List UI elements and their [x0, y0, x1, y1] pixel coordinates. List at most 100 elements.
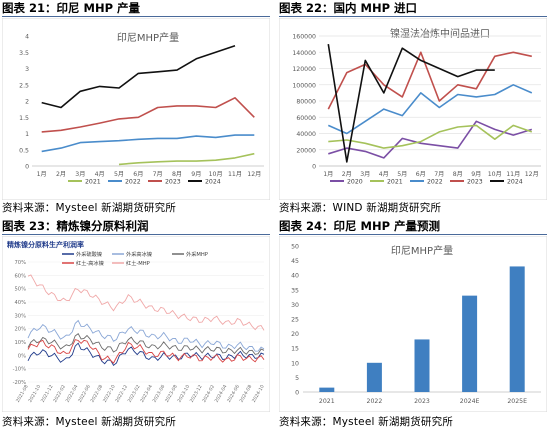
chart-mhp-forecast: 印尼MHP产量 0 5 10 15 20 25 30 35 40 45 50 2021 2022 2023 2… [279, 236, 547, 412]
chart-frame [279, 18, 547, 200]
x-tick-label: 6月 [416, 171, 426, 178]
y-tick-label: 15 [291, 346, 299, 353]
bar-2025E [509, 266, 525, 392]
x-tick-label: 2025E [507, 398, 527, 405]
y-tick-label: 0 [25, 164, 29, 171]
y-tick-label: 60000 [296, 115, 316, 122]
x-tick-label: 1月 [37, 171, 47, 178]
series-line-外采硫酸镍 [27, 342, 265, 366]
legend-label: 2022 [125, 179, 141, 186]
x-tick-label: 2月 [56, 171, 66, 178]
panel-mhp-output-indonesia: 图表 21：印尼 MHP 产量 印尼MHP产量 0 0.5 1 1.5 2 2.5 3 3.5 4… [2, 0, 270, 218]
legend-label: 2024 [507, 179, 523, 186]
panel-title: 图表 22：国内 MHP 进口 [279, 0, 547, 17]
bar-2024E [462, 295, 478, 392]
legend-label: 2020 [347, 179, 363, 186]
y-tick-label: -10% [13, 367, 26, 373]
panel-mhp-imports-china: 图表 22：国内 MHP 进口 镍湿法冶炼中间品进口 0 20000 40000 600… [279, 0, 547, 218]
y-tick-label: 20% [14, 327, 26, 333]
x-tick-label: 4月 [95, 171, 105, 178]
legend-label: 外采高冰镍 [126, 250, 152, 258]
x-tick-label: 5月 [114, 171, 124, 178]
chart-title: 精炼镍分原料生产利润率 [7, 240, 84, 249]
chart-mhp-output: 印尼MHP产量 0 0.5 1 1.5 2 2.5 3 3.5 4 1月 2月 3月 4月 5月 6月 7月 8月… [2, 18, 270, 200]
legend-label: 2024 [205, 179, 221, 186]
legend-label: 2021 [85, 179, 101, 186]
x-tick-label: 4月 [379, 171, 389, 178]
x-tick-label: 2021 [319, 398, 335, 405]
series-line-2024 [41, 45, 236, 109]
chart-title: 印尼MHP产量 [391, 244, 453, 257]
y-tick-label: 20000 [296, 147, 316, 154]
y-tick-label: 2.5 [19, 82, 29, 89]
y-tick-label: 100000 [292, 82, 316, 89]
legend-label: 外采硫酸镍 [76, 250, 102, 258]
y-tick-label: 120000 [292, 66, 316, 73]
x-tick-label: 5月 [397, 171, 407, 178]
panel-refined-nickel-profit: 图表 23：精炼镍分原料利润 精炼镍分原料生产利润率 -20% -10% 0% 10% 2… [2, 218, 270, 433]
y-tick-label: 30% [14, 313, 26, 319]
x-tick-label: 2023 [414, 398, 430, 405]
legend-label: 2021 [387, 179, 403, 186]
legend-label: 外采MHP [186, 250, 208, 258]
legend-label: 2023 [165, 179, 181, 186]
chart-title: 镍湿法冶炼中间品进口 [390, 27, 490, 40]
y-tick-label: 50% [14, 287, 26, 293]
x-tick-label: 7月 [434, 171, 444, 178]
x-tick-label: 8月 [453, 171, 463, 178]
x-tick-label: 12月 [525, 171, 539, 178]
x-tick-label: 9月 [191, 171, 201, 178]
y-tick-label: 10 [291, 360, 299, 367]
source-note: 资料来源：WIND 新湖期货研究所 [279, 202, 442, 214]
y-tick-label: 1 [25, 131, 29, 138]
series-line-外采高冰镍 [27, 319, 265, 352]
series-line-2023 [327, 51, 532, 110]
x-tick-label: 3月 [360, 171, 370, 178]
source-note: 资料来源：Mysteel 新湖期货研究所 [2, 202, 177, 214]
y-tick-label: 3.5 [19, 50, 29, 57]
series-line-2020 [328, 120, 533, 159]
series-line-2021 [328, 124, 533, 149]
y-tick-label: -20% [13, 380, 26, 386]
x-tick-label: 8月 [172, 171, 182, 178]
y-tick-label: 3 [25, 66, 29, 73]
y-tick-label: 45 [291, 258, 299, 265]
y-tick-label: 0 [295, 390, 299, 397]
x-tick-label: 7月 [153, 171, 163, 178]
y-tick-label: 0% [18, 353, 26, 359]
y-tick-label: 160000 [292, 34, 316, 41]
y-tick-label: 30 [291, 302, 299, 309]
x-tick-label: 3月 [75, 171, 85, 178]
y-tick-label: 10% [14, 340, 26, 346]
bar-2023 [414, 339, 430, 392]
y-tick-label: 4 [25, 34, 29, 41]
series-line-2023 [41, 97, 255, 133]
series-line-2021 [118, 152, 255, 166]
x-tick-label: 1月 [323, 171, 333, 178]
series-line-2022 [41, 134, 255, 153]
series-line-红土-高冰镍 [27, 339, 265, 364]
y-tick-label: 1.5 [19, 115, 29, 122]
chart-refined-nickel-profit: 精炼镍分原料生产利润率 -20% -10% 0% 10% 20% 30% 40% 50% 60% 7… [2, 236, 270, 412]
legend-label: 2023 [467, 179, 483, 186]
chart-frame [2, 236, 270, 412]
y-tick-label: 5 [295, 375, 299, 382]
y-tick-label: 20 [291, 331, 299, 338]
panel-title: 图表 24：印尼 MHP 产量预测 [279, 218, 547, 235]
y-tick-label: 80000 [296, 99, 316, 106]
x-tick-label: 2月 [342, 171, 352, 178]
y-tick-label: 60% [14, 273, 26, 279]
panel-title: 图表 23：精炼镍分原料利润 [2, 218, 270, 235]
x-tick-label: 2024E [460, 398, 480, 405]
panel-title: 图表 21：印尼 MHP 产量 [2, 0, 270, 17]
y-tick-label: 50 [291, 244, 299, 251]
y-tick-label: 0.5 [19, 147, 29, 154]
chart-frame [279, 236, 547, 412]
y-tick-label: 40 [291, 273, 299, 280]
chart-title: 印尼MHP产量 [117, 31, 179, 44]
x-tick-label: 2022 [367, 398, 383, 405]
x-tick-label: 10月 [209, 171, 223, 178]
y-tick-label: 25 [291, 317, 299, 324]
source-note: 资料来源：Mysteel 新湖期货研究所 [2, 416, 177, 428]
series-line-红土-MHP [27, 274, 265, 331]
